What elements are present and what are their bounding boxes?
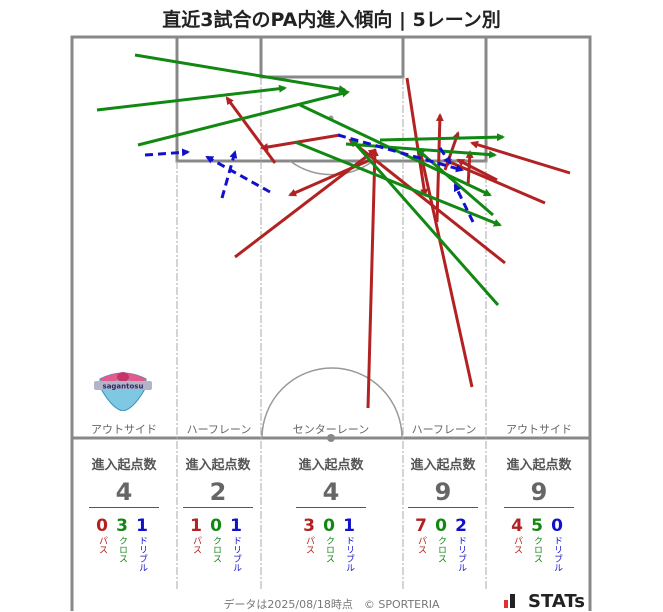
chart-title: 直近3試合のPA内進入傾向 | 5レーン別: [162, 9, 501, 31]
cross-arrow: [379, 133, 505, 142]
cross-label: クロス: [324, 536, 334, 563]
club-crest-logo: sagantosu: [94, 372, 152, 411]
entry-count-total: 9: [530, 478, 548, 506]
stat-divider: [408, 507, 478, 508]
logo-text: sagantosu: [103, 383, 144, 391]
pass-arrow: [417, 148, 474, 388]
center-spot: [327, 434, 335, 442]
pass-label: パス: [512, 536, 522, 554]
pass-count: 3 パス: [297, 516, 321, 558]
dribble-count-value: 1: [136, 516, 148, 536]
dribble-label: ドリブル: [137, 536, 147, 572]
stat-divider: [89, 507, 159, 508]
pass-count: 0 パス: [90, 516, 114, 558]
entry-count-header: 進入起点数: [298, 458, 364, 473]
cross-arrow: [134, 53, 347, 93]
dribble-label: ドリブル: [344, 536, 354, 572]
dribble-count-value: 0: [551, 516, 563, 536]
dribble-label: ドリブル: [231, 536, 241, 572]
pass-label: パス: [416, 536, 426, 554]
stats-logo-icon: [504, 594, 515, 608]
goal-area: [259, 35, 405, 79]
cross-arrow: [345, 142, 497, 159]
brand-name: STATs: [528, 591, 585, 612]
dribble-label: ドリブル: [456, 536, 466, 572]
cross-label: クロス: [211, 536, 221, 563]
dribble-count: 1 ドリブル: [224, 516, 248, 576]
pass-label: パス: [97, 536, 107, 554]
cross-arrow: [350, 138, 500, 306]
footer-credit: データは2025/08/18時点 © SPORTERIA: [223, 598, 440, 611]
pass-arrow: [348, 138, 506, 265]
cross-arrow: [137, 89, 350, 147]
lane-label-halfspace-left: ハーフレーン: [186, 423, 252, 436]
pass-arrow: [405, 77, 429, 197]
dribble-arrow: [337, 133, 464, 173]
cross-count-value: 0: [210, 516, 222, 536]
entry-count-total: 4: [115, 478, 133, 506]
pass-count: 1 パス: [184, 516, 208, 558]
dribble-arrow: [453, 183, 475, 223]
pass-label: パス: [191, 536, 201, 554]
pass-count: 7 パス: [409, 516, 433, 558]
stat-divider: [183, 507, 253, 508]
cross-count: 5 クロス: [525, 516, 549, 567]
dribble-arrow: [220, 150, 238, 199]
entry-count-total: 4: [322, 478, 340, 506]
pass-count-value: 4: [511, 516, 523, 536]
lane-label-outside-left: アウトサイド: [91, 423, 157, 436]
pass-arrow: [456, 158, 498, 182]
lane-label-outside-right: アウトサイド: [506, 423, 572, 436]
dribble-arrow: [438, 147, 452, 165]
cross-label: クロス: [117, 536, 127, 563]
pass-arrow: [225, 96, 277, 164]
cross-count-value: 0: [435, 516, 447, 536]
dribble-label: ドリブル: [552, 536, 562, 572]
pass-count: 4 パス: [505, 516, 529, 558]
penalty-arc: [289, 160, 374, 176]
pass-count-value: 3: [303, 516, 315, 536]
dribble-count-value: 1: [343, 516, 355, 536]
cross-label: クロス: [436, 536, 446, 563]
entry-count-total: 9: [434, 478, 452, 506]
cross-count: 0 クロス: [429, 516, 453, 567]
pass-arrow: [288, 158, 371, 197]
cross-count-value: 5: [531, 516, 543, 536]
entry-count-header: 進入起点数: [506, 458, 572, 473]
dribble-arrow: [144, 148, 190, 157]
pass-arrow: [470, 140, 571, 175]
lane-label-center: センターレーン: [292, 423, 370, 436]
pass-count-value: 7: [415, 516, 427, 536]
pass-arrow: [366, 148, 379, 409]
cross-count: 3 クロス: [110, 516, 134, 567]
pass-count-value: 1: [190, 516, 202, 536]
dribble-count-value: 2: [455, 516, 467, 536]
entry-count-total: 2: [209, 478, 227, 506]
dribble-count: 2 ドリブル: [449, 516, 473, 576]
cross-arrow: [96, 84, 287, 112]
cross-arrow: [294, 140, 502, 227]
dribble-count-value: 1: [230, 516, 242, 536]
cross-count-value: 3: [116, 516, 128, 536]
stat-divider: [504, 507, 574, 508]
entry-count-header: 進入起点数: [410, 458, 476, 473]
cross-label: クロス: [532, 536, 542, 563]
dribble-count: 1 ドリブル: [130, 516, 154, 576]
dribble-count: 1 ドリブル: [337, 516, 361, 576]
dribble-count: 0 ドリブル: [545, 516, 569, 576]
cross-count: 0 クロス: [317, 516, 341, 567]
lane-label-halfspace-right: ハーフレーン: [411, 423, 477, 436]
stat-divider: [296, 507, 366, 508]
pass-count-value: 0: [96, 516, 108, 536]
entry-count-header: 進入起点数: [185, 458, 251, 473]
pass-label: パス: [304, 536, 314, 554]
center-circle: [261, 367, 403, 439]
cross-count-value: 0: [323, 516, 335, 536]
entry-count-header: 進入起点数: [91, 458, 157, 473]
cross-count: 0 クロス: [204, 516, 228, 567]
pass-arrow: [260, 133, 341, 151]
